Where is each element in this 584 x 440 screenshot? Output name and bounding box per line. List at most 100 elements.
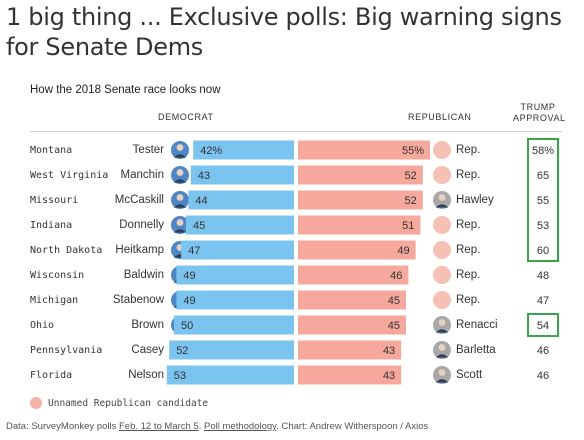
unnamed-republican-legend-swatch bbox=[30, 397, 42, 409]
footer-prefix: Data: SurveyMonkey polls bbox=[6, 421, 119, 432]
republican-avatar-ohio bbox=[433, 316, 451, 334]
democrat-name-west-virginia: Manchin bbox=[121, 169, 164, 181]
state-label-michigan: Michigan bbox=[30, 295, 78, 306]
republican-name-ohio: Renacci bbox=[456, 319, 498, 331]
approval-highlight-box-0 bbox=[527, 138, 559, 262]
democrat-name-wisconsin: Baldwin bbox=[124, 269, 164, 281]
democrat-bar-wisconsin bbox=[176, 265, 294, 285]
democrat-bar-montana bbox=[193, 140, 294, 160]
state-label-indiana: Indiana bbox=[30, 220, 72, 231]
state-label-west-virginia: West Virginia bbox=[30, 170, 108, 181]
republican-value-missouri: 52 bbox=[405, 195, 417, 207]
state-label-ohio: Ohio bbox=[30, 320, 54, 331]
democrat-value-indiana: 45 bbox=[193, 220, 205, 232]
unnamed-republican-avatar-wisconsin bbox=[433, 266, 451, 284]
republican-value-ohio: 45 bbox=[388, 320, 400, 332]
state-label-pennsylvania: Pennsylvania bbox=[30, 345, 102, 356]
democrat-bar-ohio bbox=[174, 315, 294, 335]
republican-value-wisconsin: 46 bbox=[390, 270, 402, 282]
republican-bar-ohio bbox=[298, 315, 406, 335]
republican-value-montana: 55% bbox=[402, 145, 424, 157]
democrat-name-ohio: Brown bbox=[131, 319, 164, 331]
header-divider bbox=[30, 131, 562, 132]
democrat-value-west-virginia: 43 bbox=[198, 170, 210, 182]
state-label-wisconsin: Wisconsin bbox=[30, 270, 84, 281]
republican-name-pennsylvania: Barletta bbox=[456, 344, 496, 356]
democrat-value-north-dakota: 47 bbox=[188, 245, 200, 257]
unnamed-republican-avatar-michigan bbox=[433, 291, 451, 309]
republican-avatar-pennsylvania bbox=[433, 341, 451, 359]
democrat-avatar-missouri bbox=[171, 191, 189, 209]
trump-approval-wisconsin: 48 bbox=[537, 270, 549, 282]
democrat-name-montana: Tester bbox=[133, 144, 164, 156]
unnamed-republican-legend-label: Unnamed Republican candidate bbox=[48, 398, 209, 409]
unnamed-republican-avatar-west-virginia bbox=[433, 166, 451, 184]
democrat-name-missouri: McCaskill bbox=[115, 194, 164, 206]
republican-bar-wisconsin bbox=[298, 265, 409, 285]
trump-approval-indiana: 53 bbox=[537, 220, 549, 232]
republican-value-florida: 43 bbox=[383, 370, 395, 382]
republican-bar-missouri bbox=[298, 190, 423, 210]
republican-name-north-dakota: Rep. bbox=[456, 244, 480, 256]
trump-approval-florida: 46 bbox=[537, 370, 549, 382]
democrat-avatar-indiana bbox=[171, 216, 189, 234]
unnamed-republican-avatar-north-dakota bbox=[433, 241, 451, 259]
poll-dates-link[interactable]: Feb. 12 to March 5 bbox=[119, 421, 199, 432]
republican-bar-florida bbox=[298, 365, 402, 385]
republican-value-north-dakota: 49 bbox=[397, 245, 409, 257]
republican-value-pennsylvania: 43 bbox=[383, 345, 395, 357]
democrat-value-pennsylvania: 52 bbox=[176, 345, 188, 357]
republican-bar-north-dakota bbox=[298, 240, 416, 260]
republican-column-header: REPUBLICAN bbox=[408, 112, 472, 122]
democrat-avatar-west-virginia bbox=[171, 166, 189, 184]
approval-highlight-box-7 bbox=[527, 313, 559, 337]
republican-avatar-florida bbox=[433, 366, 451, 384]
state-label-montana: Montana bbox=[30, 145, 72, 156]
footer-credit: . Chart: Andrew Witherspoon / Axios bbox=[276, 421, 429, 432]
democrat-value-michigan: 49 bbox=[183, 295, 195, 307]
democrat-name-indiana: Donnelly bbox=[119, 219, 164, 231]
republican-name-michigan: Rep. bbox=[456, 294, 480, 306]
republican-name-indiana: Rep. bbox=[456, 219, 480, 231]
republican-bar-pennsylvania bbox=[298, 340, 402, 360]
democrat-name-pennsylvania: Casey bbox=[131, 344, 164, 356]
democrat-name-north-dakota: Heitkamp bbox=[115, 244, 164, 256]
footer-separator: . bbox=[198, 421, 205, 432]
republican-value-michigan: 45 bbox=[388, 295, 400, 307]
republican-name-florida: Scott bbox=[456, 369, 483, 381]
republican-name-wisconsin: Rep. bbox=[456, 269, 480, 281]
democrat-name-michigan: Stabenow bbox=[113, 294, 165, 306]
democrat-avatar-montana bbox=[171, 141, 189, 159]
trump-approval-ohio: 54 bbox=[537, 320, 549, 332]
democrat-name-florida: Nelson bbox=[128, 369, 164, 381]
democrat-bar-pennsylvania bbox=[169, 340, 294, 360]
republican-bar-west-virginia bbox=[298, 165, 423, 185]
chart-subtitle: How the 2018 Senate race looks now bbox=[30, 84, 221, 96]
democrat-bar-west-virginia bbox=[190, 165, 294, 185]
headline: 1 big thing ... Exclusive polls: Big war… bbox=[6, 3, 562, 61]
trump-approval-michigan: 47 bbox=[537, 295, 549, 307]
state-label-missouri: Missouri bbox=[30, 195, 78, 206]
democrat-value-missouri: 44 bbox=[195, 195, 207, 207]
republican-value-indiana: 51 bbox=[402, 220, 414, 232]
trump-approval-missouri: 55 bbox=[537, 195, 549, 207]
democrat-bar-north-dakota bbox=[181, 240, 294, 260]
republican-value-west-virginia: 52 bbox=[405, 170, 417, 182]
democrat-value-montana: 42% bbox=[200, 145, 222, 157]
trump-approval-north-dakota: 60 bbox=[537, 245, 549, 257]
poll-methodology-link[interactable]: Poll methodology bbox=[204, 421, 277, 432]
source-footer: Data: SurveyMonkey polls Feb. 12 to Marc… bbox=[6, 421, 428, 432]
democrat-value-florida: 53 bbox=[174, 370, 186, 382]
state-label-florida: Florida bbox=[30, 370, 72, 381]
republican-name-missouri: Hawley bbox=[456, 194, 494, 206]
republican-avatar-missouri bbox=[433, 191, 451, 209]
democrat-bar-indiana bbox=[186, 215, 294, 235]
unnamed-republican-avatar-montana bbox=[433, 141, 451, 159]
trump-approval-column-header: TRUMP APPROVAL bbox=[513, 102, 566, 123]
republican-bar-indiana bbox=[298, 215, 421, 235]
democrat-value-wisconsin: 49 bbox=[183, 270, 195, 282]
republican-bar-michigan bbox=[298, 290, 406, 310]
democrat-bar-missouri bbox=[188, 190, 294, 210]
democrat-value-ohio: 50 bbox=[181, 320, 193, 332]
